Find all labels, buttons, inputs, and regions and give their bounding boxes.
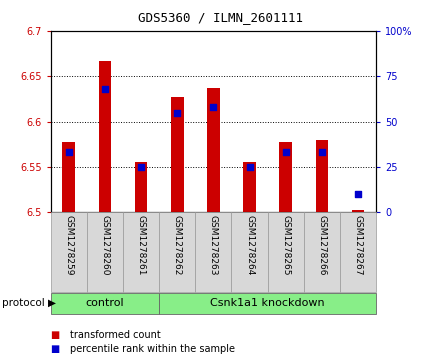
Bar [171, 97, 183, 212]
Bar [315, 140, 328, 212]
Point [65, 150, 72, 155]
Bar [243, 162, 256, 212]
Text: GSM1278262: GSM1278262 [173, 215, 182, 275]
Text: GSM1278261: GSM1278261 [136, 215, 146, 275]
Text: GSM1278260: GSM1278260 [100, 215, 110, 275]
Bar [304, 212, 340, 292]
Text: percentile rank within the sample: percentile rank within the sample [70, 344, 235, 354]
Bar [231, 212, 268, 292]
Text: GSM1278266: GSM1278266 [317, 215, 326, 275]
Point [210, 104, 217, 110]
Bar [51, 293, 159, 314]
Bar [51, 212, 87, 292]
Point [355, 191, 362, 197]
Bar [123, 212, 159, 292]
Bar [159, 293, 376, 314]
Text: GSM1278267: GSM1278267 [354, 215, 363, 275]
Text: control: control [85, 298, 124, 309]
Bar [195, 212, 231, 292]
Point [138, 164, 145, 170]
Text: GSM1278263: GSM1278263 [209, 215, 218, 275]
Bar [279, 142, 292, 212]
Text: ■: ■ [51, 330, 60, 340]
Bar [268, 212, 304, 292]
Bar [87, 212, 123, 292]
Point [174, 110, 181, 115]
Text: GDS5360 / ILMN_2601111: GDS5360 / ILMN_2601111 [138, 11, 303, 24]
Bar [135, 162, 147, 212]
Text: GSM1278259: GSM1278259 [64, 215, 73, 275]
Point [282, 150, 289, 155]
Text: GSM1278265: GSM1278265 [281, 215, 290, 275]
Bar [340, 212, 376, 292]
Point [319, 150, 326, 155]
Text: transformed count: transformed count [70, 330, 161, 340]
Point [101, 86, 108, 92]
Bar [99, 61, 111, 212]
Text: GSM1278264: GSM1278264 [245, 215, 254, 275]
Bar [207, 88, 220, 212]
Bar [62, 142, 75, 212]
Point [246, 164, 253, 170]
Text: Csnk1a1 knockdown: Csnk1a1 knockdown [210, 298, 325, 309]
Text: protocol ▶: protocol ▶ [2, 298, 56, 309]
Bar [159, 212, 195, 292]
Bar [352, 209, 364, 212]
Text: ■: ■ [51, 344, 60, 354]
